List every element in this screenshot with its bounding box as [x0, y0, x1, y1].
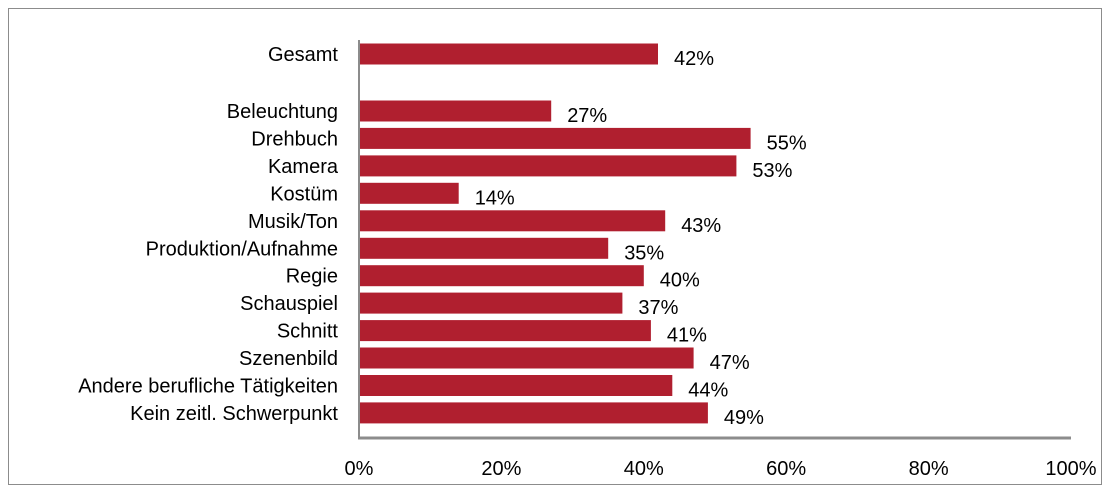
category-label-kein-zeitl-schwerpunkt: Kein zeitl. Schwerpunkt	[130, 403, 338, 425]
value-label-gesamt: 42%	[674, 48, 714, 70]
value-label-produktion-aufnahme: 35%	[624, 242, 664, 264]
bar-andere-berufliche-taetigkeiten	[359, 375, 673, 396]
category-label-andere-berufliche-taetigkeiten: Andere berufliche Tätigkeiten	[78, 376, 338, 398]
bar-kamera	[359, 155, 737, 177]
value-label-schauspiel: 37%	[638, 297, 678, 319]
value-label-drehbuch: 55%	[767, 132, 807, 154]
bar-schauspiel	[359, 292, 623, 314]
bar-schnitt	[359, 320, 651, 342]
category-label-gesamt: Gesamt	[268, 44, 338, 66]
bar-drehbuch	[359, 127, 751, 149]
bar-kostuem	[359, 182, 459, 204]
labels-layer: Gesamt 42% Beleuchtung 27% Drehbuch 55% Kamera…	[78, 44, 1097, 480]
x-tick-label-0pct: 0%	[345, 458, 374, 480]
value-label-kein-zeitl-schwerpunkt: 49%	[724, 407, 764, 429]
value-label-musik-ton: 43%	[681, 215, 721, 237]
category-label-beleuchtung: Beleuchtung	[227, 101, 338, 123]
category-label-szenenbild: Szenenbild	[239, 348, 338, 370]
x-tick-label-60pct: 60%	[766, 458, 806, 480]
value-label-beleuchtung: 27%	[567, 105, 607, 127]
category-label-drehbuch: Drehbuch	[251, 128, 338, 150]
x-tick-label-100pct: 100%	[1045, 458, 1096, 480]
bar-beleuchtung	[359, 100, 552, 122]
category-label-kostuem: Kostüm	[270, 183, 338, 205]
category-label-schauspiel: Schauspiel	[240, 293, 338, 315]
bar-szenenbild	[359, 347, 694, 369]
category-label-produktion-aufnahme: Produktion/Aufnahme	[146, 238, 338, 260]
category-label-regie: Regie	[286, 266, 338, 288]
value-label-kostuem: 14%	[475, 187, 515, 209]
category-label-schnitt: Schnitt	[277, 321, 339, 343]
x-tick-label-40pct: 40%	[624, 458, 664, 480]
x-tick-label-80pct: 80%	[909, 458, 949, 480]
category-label-musik-ton: Musik/Ton	[248, 211, 338, 233]
value-label-andere-berufliche-taetigkeiten: 44%	[688, 380, 728, 402]
value-label-kamera: 53%	[752, 160, 792, 182]
axis-layer	[358, 40, 1071, 440]
bar-gesamt	[359, 43, 658, 65]
bar-kein-zeitl-schwerpunkt	[359, 402, 708, 424]
category-label-kamera: Kamera	[268, 156, 339, 178]
value-label-regie: 40%	[660, 270, 700, 292]
value-label-schnitt: 41%	[667, 325, 707, 347]
value-label-szenenbild: 47%	[710, 352, 750, 374]
bar-regie	[359, 265, 644, 287]
bar-produktion-aufnahme	[359, 237, 609, 259]
bar-musik-ton	[359, 210, 666, 232]
bars-layer	[359, 43, 751, 424]
x-tick-label-20pct: 20%	[481, 458, 521, 480]
